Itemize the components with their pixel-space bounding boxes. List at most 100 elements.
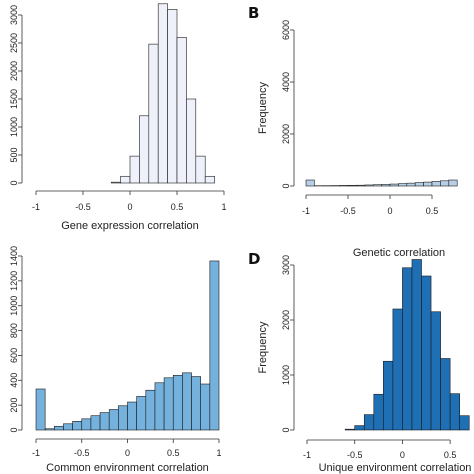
x-tick-label: -1 [302, 206, 310, 216]
y-tick-label: 0 [281, 427, 291, 432]
panel-label: B [248, 4, 259, 22]
x-tick-label: -0.5 [74, 448, 90, 458]
histogram-bar [402, 267, 413, 431]
histogram-bar [163, 377, 174, 431]
histogram-bar [440, 180, 450, 187]
x-tick-label: 0.5 [171, 202, 184, 212]
y-tick-label: 1000 [281, 365, 291, 385]
histogram-bar [81, 418, 92, 431]
histogram-bar [120, 175, 131, 184]
histogram-bar [136, 396, 147, 431]
histogram-panel-common-environment: -1 -0.5 0 0.5 1 0 200 400 600 800 1000 1200 1400 Comm… [9, 246, 222, 474]
histogram-bar [430, 311, 441, 431]
histogram-bar [373, 393, 384, 431]
histogram-bar [204, 175, 215, 184]
y-axis-label: Frequency [257, 321, 269, 373]
y-tick-label: 2000 [281, 124, 291, 144]
y-tick-label: 0 [281, 183, 291, 188]
histogram-bar [110, 181, 121, 184]
histogram-bar [344, 428, 356, 431]
histogram-bar [305, 179, 315, 187]
histogram-bar [186, 98, 197, 184]
histogram-bar [145, 389, 156, 431]
x-tick-label: 1 [216, 448, 221, 458]
panel-label: D [248, 250, 260, 268]
histogram-bar [392, 308, 403, 431]
histogram-bar [108, 409, 119, 431]
histogram-bar [209, 260, 220, 431]
histogram-bar [406, 182, 416, 187]
y-tick-label: 1400 [9, 246, 19, 266]
histogram-bar [448, 179, 458, 187]
y-tick-label: 400 [9, 373, 19, 388]
histogram-bar [182, 372, 192, 431]
y-tick-label: 0 [9, 427, 19, 432]
histogram-bar [53, 425, 64, 431]
x-tick-label: -1 [32, 448, 40, 458]
histogram-bar [414, 182, 424, 187]
x-axis-label: Gene expression correlation [61, 220, 199, 232]
histogram-bar [411, 259, 422, 431]
x-axis-label: Common environment correlation [46, 462, 209, 474]
y-tick-label: 3000 [9, 5, 19, 25]
histogram-bar [449, 393, 460, 431]
histogram-bar [421, 275, 432, 431]
histogram-bar [339, 185, 349, 187]
y-tick-label: 0 [9, 180, 19, 185]
histogram-bar [154, 382, 165, 431]
histogram-bar [148, 43, 159, 184]
histogram-bar [423, 181, 433, 187]
histogram-bar [63, 423, 73, 431]
histogram-bar [127, 401, 137, 431]
histogram-panel-genetic: -1 -0.5 0 0.5 0 2000 4000 6000 Genetic correlati… [248, 4, 458, 259]
histogram-bar [389, 183, 399, 187]
y-tick-label: 2000 [9, 61, 19, 81]
x-axis-label: Genetic correlation [353, 247, 445, 259]
histogram-bar [172, 375, 183, 431]
y-axis-label: Frequency [257, 82, 269, 134]
x-tick-label: -1 [32, 202, 40, 212]
y-tick-label: 1200 [9, 271, 19, 291]
histogram-bar [347, 185, 357, 187]
y-tick-label: 6000 [281, 20, 291, 40]
x-tick-label: -0.5 [340, 206, 356, 216]
y-tick-label: 600 [9, 348, 19, 363]
histogram-panel-gene-expression: -1 -0.5 0 0.5 1 0 500 1000 1500 2000 2500 3000 Gene … [9, 3, 227, 232]
histogram-bar [191, 376, 202, 431]
x-tick-label: 0.5 [426, 206, 439, 216]
histogram-bar [139, 115, 150, 184]
histogram-bar [72, 420, 83, 431]
histogram-bar [381, 184, 391, 187]
histogram-bar [459, 415, 470, 431]
histogram-bar [167, 9, 178, 184]
x-tick-label: -0.5 [347, 450, 363, 460]
histogram-bar [356, 184, 366, 187]
x-tick-label: 0 [125, 448, 130, 458]
histogram-bar [90, 415, 101, 431]
histogram-bar [44, 428, 55, 431]
y-tick-label: 4000 [281, 72, 291, 92]
histogram-bar [118, 405, 128, 431]
y-tick-label: 3000 [281, 255, 291, 275]
histogram-bar [129, 155, 140, 184]
x-tick-label: 0 [387, 206, 392, 216]
histogram-bar [200, 383, 211, 431]
histogram-bar [99, 412, 110, 431]
x-tick-label: 1 [221, 202, 226, 212]
y-tick-label: 500 [9, 147, 19, 162]
histogram-bar [157, 3, 168, 184]
histogram-bar [176, 37, 187, 184]
y-tick-label: 1500 [9, 89, 19, 109]
histogram-bar [398, 183, 408, 187]
histogram-bar [35, 388, 46, 431]
x-tick-label: 0.5 [167, 448, 180, 458]
x-tick-label: 0.5 [444, 450, 457, 460]
y-tick-label: 200 [9, 398, 19, 413]
x-axis-label: Unique environment correlation [319, 462, 472, 474]
histogram-bar [195, 155, 206, 184]
y-tick-label: 1000 [9, 117, 19, 137]
y-tick-label: 2500 [9, 33, 19, 53]
x-tick-label: 0 [400, 450, 405, 460]
histogram-bar [431, 181, 441, 187]
